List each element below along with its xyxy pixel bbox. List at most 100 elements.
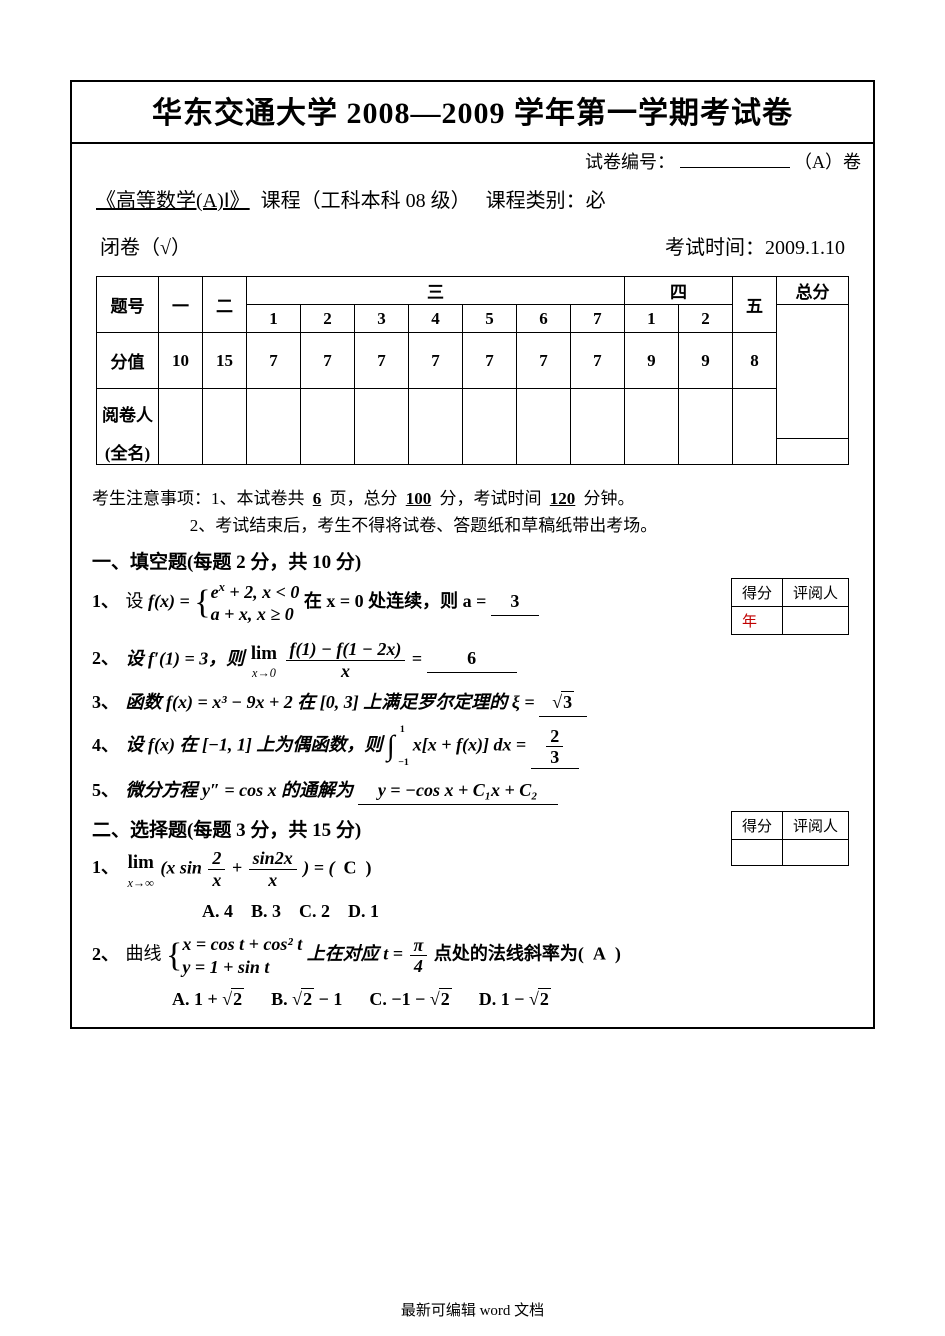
th-two: 二 [203,277,247,333]
q2-2-pw2: y = 1 + sin t [182,956,302,979]
sb1-grader: 评阅人 [782,578,848,606]
sub-3-1: 1 [247,305,301,333]
sc-3-4: 7 [408,333,462,389]
q2-2: 2、 曲线 { x = cos t + cos² t y = 1 + sin t… [72,929,873,982]
gr-3-5 [462,389,516,465]
sub-4-1: 1 [624,305,678,333]
q1-1-pw1a: e [211,582,219,602]
sub-3-4: 4 [408,305,462,333]
q2-2-C: C. −1 − 2 [369,989,451,1009]
th-score: 分值 [97,333,159,389]
q1-3: 3、 函数 f(x) = x³ − 9x + 2 在 [0, 3] 上满足罗尔定… [72,685,873,721]
q1-5-prefix: 微分方程 y″ = cos x 的通解为 [126,780,354,800]
q1-2-prefix: 设 f′(1) = 3，则 [126,648,245,668]
th-qno: 题号 [97,277,159,333]
q1-5: 5、 微分方程 y″ = cos x 的通解为 y = −cos x + C₁x… [72,773,873,809]
gr-3-6 [516,389,570,465]
th-four: 四 [624,277,732,305]
notes: 考生注意事项：1、本试卷共 6 页，总分 100 分，考试时间 120 分钟。 … [72,479,873,541]
q1-4-ans: 2 3 [531,726,579,769]
q1-2-den: x [286,661,406,682]
gr-3-7 [570,389,624,465]
sc-3-1: 7 [247,333,301,389]
exam-time: 考试时间：2009.1.10 [665,231,845,260]
sb2-b2 [782,840,848,866]
gr-4-2 [678,389,732,465]
gr-3-2 [301,389,355,465]
q1-5-ans: y = −cos x + C₁x + C₂ [358,777,558,805]
sb2-grader: 评阅人 [782,812,848,840]
q2-2-ans: A [593,944,606,964]
sub-3-6: 6 [516,305,570,333]
q2-2-mid2: 点处的法线斜率为( [434,944,584,964]
note1c: 分，考试时间 [440,489,542,508]
sc-one: 10 [159,333,203,389]
q1-1-func: f(x) = [148,591,190,611]
q1-3-ans: 3 [539,689,587,717]
note2: 2、考试结束后，考生不得将试卷、答题纸和草稿纸带出考场。 [190,516,658,535]
sub-4-2: 2 [678,305,732,333]
q2-1-B: B. 3 [251,901,281,921]
q1-4-int: x[x + f(x)] dx [413,735,512,755]
q2-1-A: A. 4 [202,901,233,921]
gr-3-4 [408,389,462,465]
sc-4-2: 9 [678,333,732,389]
sc-3-7: 7 [570,333,624,389]
exam-paper: 华东交通大学 2008—2009 学年第一学期考试卷 试卷编号： （A）卷 《高… [70,80,875,1029]
sc-two: 15 [203,333,247,389]
note1d: 分钟。 [584,489,635,508]
note-total: 100 [402,489,436,508]
th-one: 一 [159,277,203,333]
sub-3-5: 5 [462,305,516,333]
sc-3-2: 7 [301,333,355,389]
q1-2-ans: 6 [427,645,517,673]
q2-1-C: C. 2 [299,901,330,921]
course-label: 课程（工科本科 08 级） [261,190,471,212]
q2-1-close: ) [365,857,371,877]
closed-label: 闭卷（√） [100,231,191,260]
score-box-2: 得分 评阅人 [731,811,849,866]
q2-2-close: ) [615,944,621,964]
gr-3-3 [355,389,409,465]
gr-one [159,389,203,465]
q2-2-no: 2、 [92,944,119,964]
sc-five: 8 [732,333,776,389]
th-five: 五 [732,277,776,333]
score-table: 题号 一 二 三 四 五 总分 1 2 3 4 5 6 7 1 2 分值 10 … [96,276,849,465]
gr-two [203,389,247,465]
q1-1-pw2: a + x, x ≥ 0 [211,603,300,626]
note1b: 页，总分 [330,489,398,508]
q2-1-opts: A. 4 B. 3 C. 2 D. 1 [72,894,873,929]
q1-4-no: 4、 [92,735,119,755]
title-suffix: 学年第一学期考试卷 [514,97,793,130]
q1-2-no: 2、 [92,648,119,668]
sub-3-2: 2 [301,305,355,333]
sc-3-3: 7 [355,333,409,389]
q1-4-eq: = [516,735,526,755]
closed-row: 闭卷（√） 考试时间：2009.1.10 [72,219,873,276]
paper-no-blank [680,150,790,168]
note-pages: 6 [309,489,326,508]
q1-5-no: 5、 [92,780,119,800]
gr-4-1 [624,389,678,465]
th-total: 总分 [776,277,848,305]
q2-2-A: A. 1 + 2 [172,989,244,1009]
q1-4: 4、 设 f(x) 在 [−1, 1] 上为偶函数，则 ∫ 1 −1 x[x +… [72,721,873,773]
q1-4-prefix: 设 f(x) 在 [−1, 1] 上为偶函数，则 [126,735,383,755]
th-grader: 阅卷人 [97,389,159,439]
main-title: 华东交通大学 2008—2009 学年第一学期考试卷 [72,82,873,144]
q2-2-mid1: 上在对应 t = [307,944,403,964]
gr-five [732,389,776,465]
course-row: 《高等数学(A)Ⅰ》 课程（工科本科 08 级） 课程类别：必 [72,178,873,219]
paper-no-suffix: （A）卷 [794,152,861,172]
note1a: 考生注意事项：1、本试卷共 [92,489,305,508]
q2-1-no: 1、 [92,857,119,877]
paper-number-row: 试卷编号： （A）卷 [72,144,873,178]
sc-4-1: 9 [624,333,678,389]
q1-1-no: 1、 [92,591,119,611]
th-three: 三 [247,277,625,305]
sb1-blank [782,606,848,634]
q2-2-D: D. 1 − 2 [479,989,551,1009]
course-type: 课程类别：必 [486,190,606,212]
paper-no-label: 试卷编号： [585,152,675,172]
